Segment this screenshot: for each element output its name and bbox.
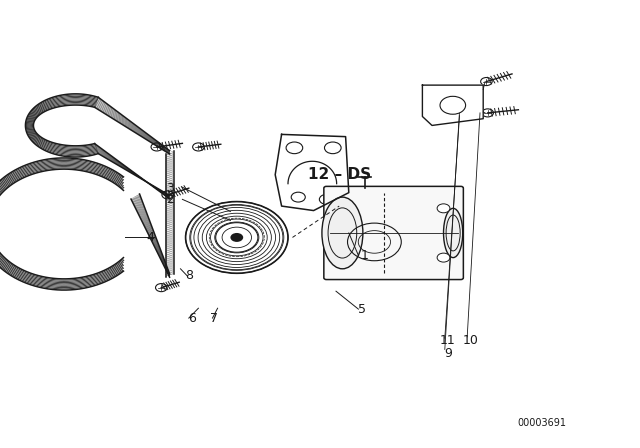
Circle shape bbox=[193, 143, 204, 151]
Circle shape bbox=[156, 284, 167, 292]
Text: 1: 1 bbox=[361, 249, 369, 262]
Text: 2: 2 bbox=[166, 193, 173, 206]
Polygon shape bbox=[422, 85, 483, 125]
Circle shape bbox=[230, 233, 243, 242]
Ellipse shape bbox=[322, 197, 363, 269]
Ellipse shape bbox=[444, 208, 463, 258]
Circle shape bbox=[440, 96, 466, 114]
Text: 9: 9 bbox=[444, 347, 452, 361]
Text: 10: 10 bbox=[463, 334, 478, 347]
Circle shape bbox=[437, 253, 450, 262]
Text: 4: 4 bbox=[147, 231, 154, 244]
Text: 7: 7 bbox=[211, 311, 218, 325]
Text: 8: 8 bbox=[185, 269, 193, 282]
Circle shape bbox=[437, 204, 450, 213]
Text: 3: 3 bbox=[166, 181, 173, 195]
FancyBboxPatch shape bbox=[324, 186, 463, 280]
Text: 5: 5 bbox=[358, 302, 365, 316]
Text: 11: 11 bbox=[440, 334, 456, 347]
Text: 6: 6 bbox=[188, 311, 196, 325]
Circle shape bbox=[481, 78, 492, 86]
Text: 00003691: 00003691 bbox=[517, 418, 566, 428]
Text: 12 – DS: 12 – DS bbox=[308, 167, 371, 182]
Circle shape bbox=[151, 143, 163, 151]
Circle shape bbox=[162, 191, 173, 199]
Circle shape bbox=[216, 223, 258, 252]
Circle shape bbox=[482, 109, 493, 117]
